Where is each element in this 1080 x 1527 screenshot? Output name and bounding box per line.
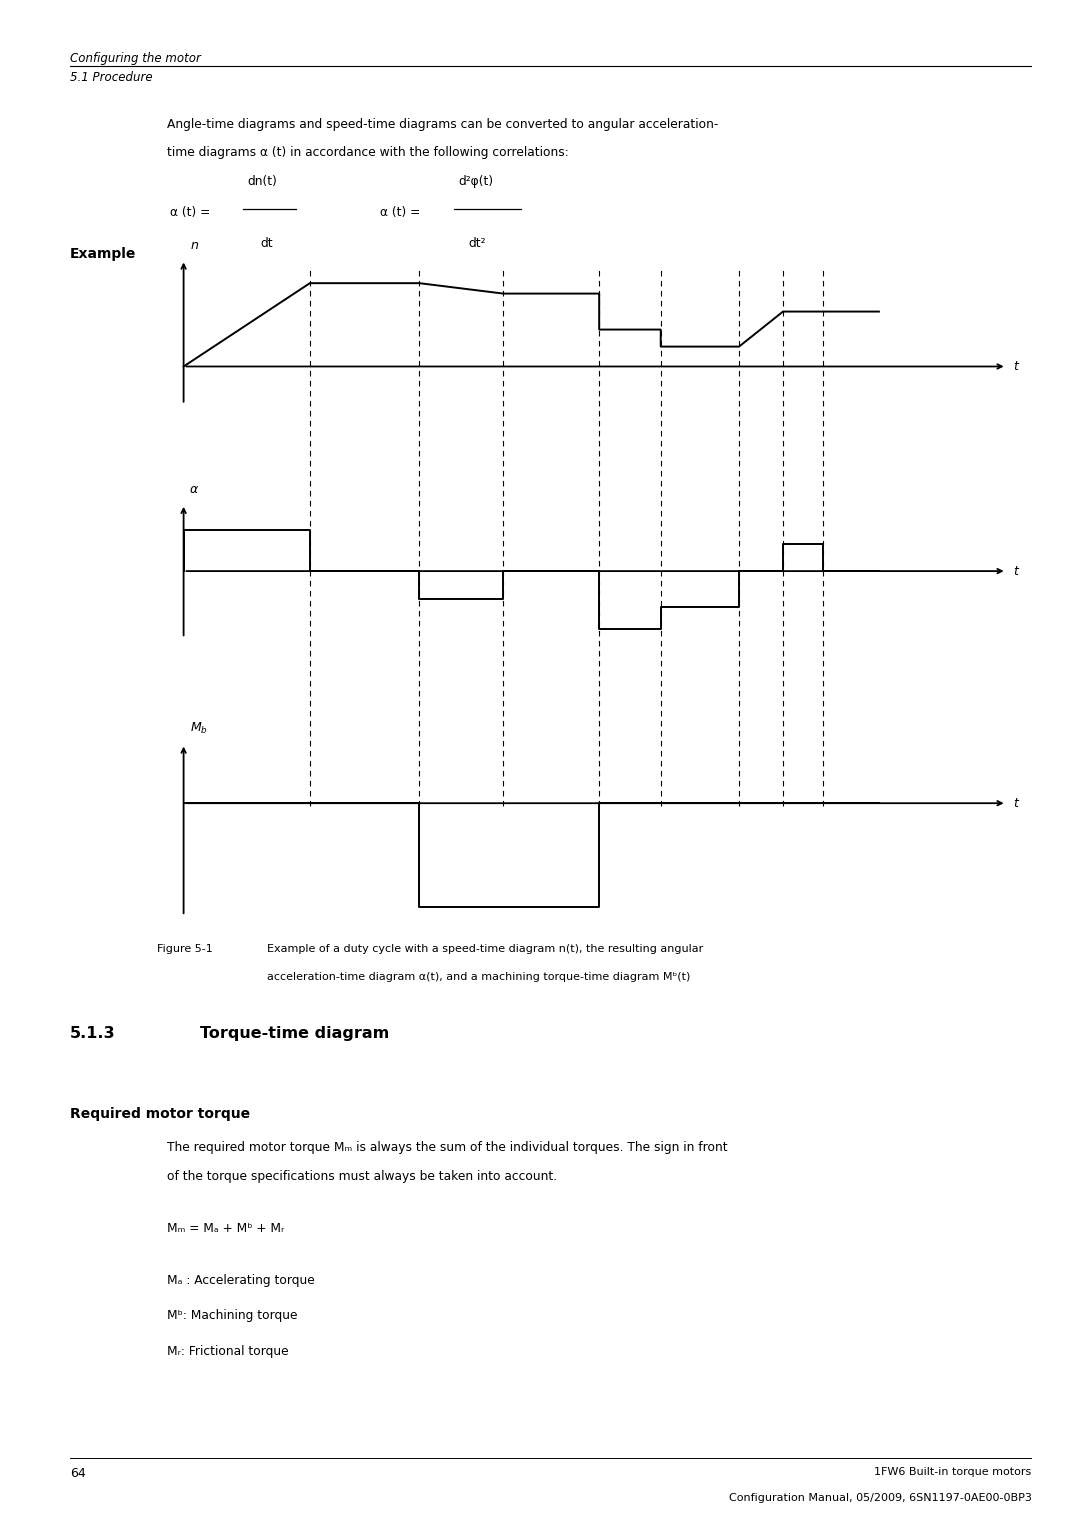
Text: 5.1 Procedure: 5.1 Procedure	[70, 70, 153, 84]
Text: The required motor torque Mₘ is always the sum of the individual torques. The si: The required motor torque Mₘ is always t…	[167, 1141, 728, 1154]
Text: Configuring the motor: Configuring the motor	[70, 52, 201, 66]
Text: t: t	[1013, 565, 1018, 577]
Text: Mᵇ: Machining torque: Mᵇ: Machining torque	[167, 1309, 298, 1322]
Text: 5.1.3: 5.1.3	[70, 1026, 116, 1041]
Text: of the torque specifications must always be taken into account.: of the torque specifications must always…	[167, 1170, 557, 1183]
Text: Mₘ = Mₐ + Mᵇ + Mᵣ: Mₘ = Mₐ + Mᵇ + Mᵣ	[167, 1222, 285, 1235]
Text: acceleration-time diagram α(t), and a machining torque-time diagram Mᵇ(t): acceleration-time diagram α(t), and a ma…	[267, 973, 690, 982]
Text: dn(t): dn(t)	[247, 174, 278, 188]
Text: time diagrams α (t) in accordance with the following correlations:: time diagrams α (t) in accordance with t…	[167, 145, 569, 159]
Text: $M_b$: $M_b$	[190, 721, 208, 736]
Text: Mₐ : Accelerating torque: Mₐ : Accelerating torque	[167, 1274, 315, 1287]
Text: α: α	[190, 483, 199, 496]
Text: dt: dt	[260, 237, 273, 250]
Text: Torque-time diagram: Torque-time diagram	[200, 1026, 389, 1041]
Text: α (t) =: α (t) =	[380, 206, 420, 218]
Text: Example: Example	[70, 247, 136, 261]
Text: t: t	[1013, 360, 1018, 373]
Text: 64: 64	[70, 1467, 86, 1481]
Text: Mᵣ: Frictional torque: Mᵣ: Frictional torque	[167, 1345, 289, 1359]
Text: dt²: dt²	[469, 237, 486, 250]
Text: Angle-time diagrams and speed-time diagrams can be converted to angular accelera: Angle-time diagrams and speed-time diagr…	[167, 118, 719, 131]
Text: α (t) =: α (t) =	[170, 206, 210, 218]
Text: n: n	[190, 238, 198, 252]
Text: Configuration Manual, 05/2009, 6SN1197-0AE00-0BP3: Configuration Manual, 05/2009, 6SN1197-0…	[729, 1493, 1031, 1504]
Text: t: t	[1013, 797, 1018, 809]
Text: d²φ(t): d²φ(t)	[458, 174, 494, 188]
Text: Figure 5-1: Figure 5-1	[157, 944, 213, 954]
Text: Required motor torque: Required motor torque	[70, 1107, 251, 1121]
Text: 1FW6 Built-in torque motors: 1FW6 Built-in torque motors	[874, 1467, 1031, 1478]
Text: Example of a duty cycle with a speed-time diagram n(t), the resulting angular: Example of a duty cycle with a speed-tim…	[267, 944, 703, 954]
